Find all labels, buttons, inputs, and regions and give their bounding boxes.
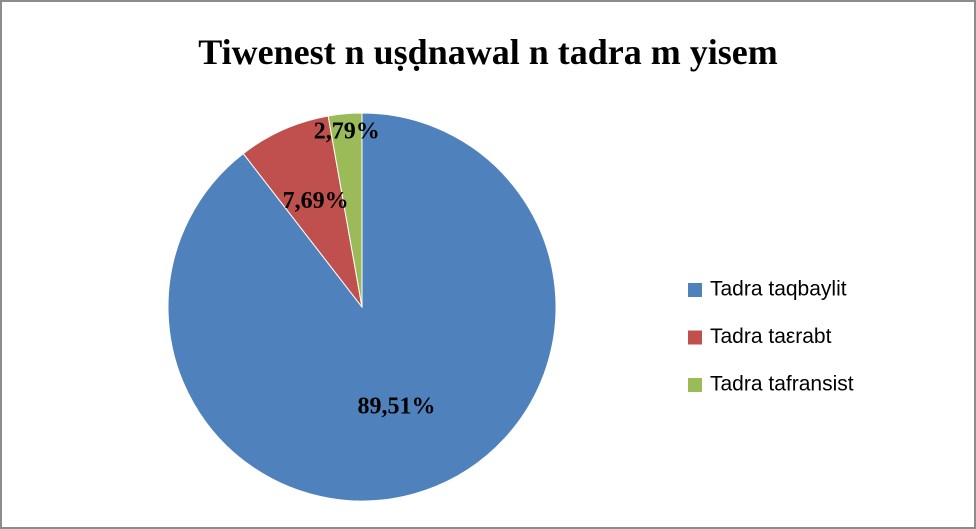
legend-label: Tadra taεrabt xyxy=(710,325,832,348)
legend-label: Tadra taqbaylit xyxy=(710,278,847,301)
data-label: 2,79% xyxy=(314,119,380,145)
data-label: 89,51% xyxy=(358,393,436,419)
legend-swatch xyxy=(688,283,702,297)
legend-swatch xyxy=(688,378,702,392)
pie-slice xyxy=(242,115,363,308)
pie-slice xyxy=(327,112,363,308)
chart-title: Tiwenest n uṣḍnawal n tadra m yisem xyxy=(198,32,777,72)
legend-swatch xyxy=(688,330,702,345)
data-label: 7,69% xyxy=(283,188,349,214)
legend-label: Tadra tafransist xyxy=(710,373,854,396)
